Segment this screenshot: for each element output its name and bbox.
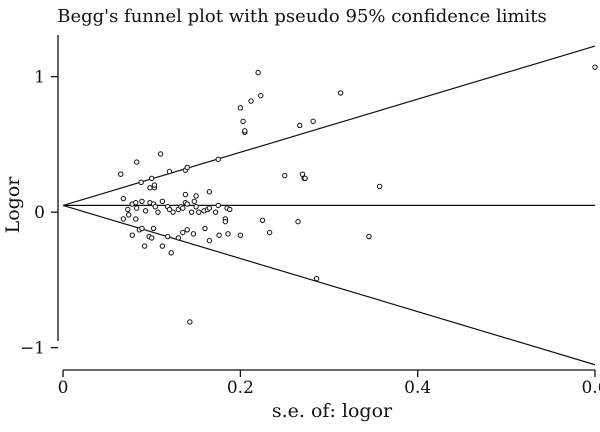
- study-point: [184, 201, 190, 207]
- study-point: [191, 198, 197, 205]
- study-point: [182, 191, 189, 198]
- study-point: [202, 225, 208, 232]
- study-point: [125, 206, 131, 213]
- study-point: [206, 189, 213, 195]
- study-point: [166, 206, 173, 213]
- study-point: [118, 171, 124, 177]
- study-point: [193, 204, 199, 210]
- x-tick-label: 0: [58, 378, 69, 398]
- plot-area: 0 0.2 0.4 0.6 −1 0 1: [20, 35, 600, 398]
- y-axis-label: Logor: [2, 176, 24, 234]
- study-point: [248, 98, 254, 104]
- study-point: [180, 205, 186, 211]
- study-point: [159, 198, 166, 205]
- x-tick-label: 0.6: [581, 378, 600, 398]
- study-point: [206, 237, 213, 244]
- study-point: [157, 151, 164, 157]
- study-point: [184, 164, 190, 171]
- x-axis-label: s.e. of: logor: [272, 400, 393, 422]
- study-point: [302, 175, 308, 181]
- study-point: [337, 90, 344, 96]
- study-point: [376, 183, 383, 190]
- study-point: [227, 206, 233, 213]
- y-tick-label: 0: [34, 203, 45, 223]
- study-point: [196, 209, 202, 215]
- y-tick-label: 1: [34, 68, 45, 88]
- study-point: [215, 202, 221, 209]
- study-point: [175, 235, 182, 241]
- x-tick-label: 0.2: [227, 378, 254, 398]
- study-point: [133, 216, 139, 222]
- study-point: [139, 198, 145, 205]
- study-point: [120, 195, 127, 202]
- study-point: [138, 179, 144, 186]
- study-point: [237, 105, 244, 111]
- study-point: [297, 122, 303, 129]
- y-tick-label: −1: [20, 339, 45, 359]
- study-point: [184, 227, 190, 233]
- study-point: [151, 182, 158, 188]
- study-point: [159, 243, 166, 249]
- study-point: [129, 232, 135, 238]
- lower-confidence-limit: [62, 204, 596, 366]
- study-point: [258, 92, 264, 99]
- study-point: [155, 209, 161, 215]
- study-point: [152, 204, 158, 210]
- study-point: [150, 225, 157, 232]
- study-point: [133, 199, 139, 206]
- study-point: [139, 225, 145, 232]
- study-point: [120, 216, 127, 222]
- study-point: [165, 233, 171, 240]
- study-point: [592, 64, 598, 70]
- study-point: [166, 168, 173, 175]
- study-point: [142, 208, 149, 214]
- study-point: [125, 212, 132, 218]
- study-point: [149, 175, 155, 181]
- study-point: [295, 218, 301, 225]
- study-point: [168, 250, 174, 256]
- study-point: [133, 159, 140, 165]
- study-point: [313, 275, 320, 282]
- study-point: [187, 319, 193, 325]
- study-point: [212, 209, 219, 215]
- study-point: [133, 205, 140, 211]
- study-point: [206, 205, 213, 211]
- study-point: [310, 118, 316, 125]
- study-point: [266, 229, 273, 236]
- study-point: [216, 232, 222, 238]
- study-point: [141, 243, 148, 249]
- study-point: [282, 172, 288, 179]
- chart-title: Begg's funnel plot with pseudo 95% confi…: [57, 6, 547, 27]
- study-point: [188, 209, 195, 215]
- study-point: [237, 232, 244, 238]
- study-point: [242, 128, 248, 134]
- study-point: [193, 193, 199, 199]
- study-point: [222, 218, 229, 225]
- x-tick-label: 0.4: [404, 378, 431, 398]
- study-point: [147, 185, 153, 191]
- study-point: [259, 217, 266, 223]
- study-point: [225, 231, 231, 237]
- study-point: [190, 231, 197, 237]
- study-point: [215, 156, 221, 163]
- study-point: [170, 209, 176, 215]
- study-point: [149, 235, 155, 241]
- study-point: [240, 118, 246, 125]
- study-point: [366, 233, 372, 240]
- study-point: [180, 229, 186, 236]
- study-point: [255, 69, 261, 76]
